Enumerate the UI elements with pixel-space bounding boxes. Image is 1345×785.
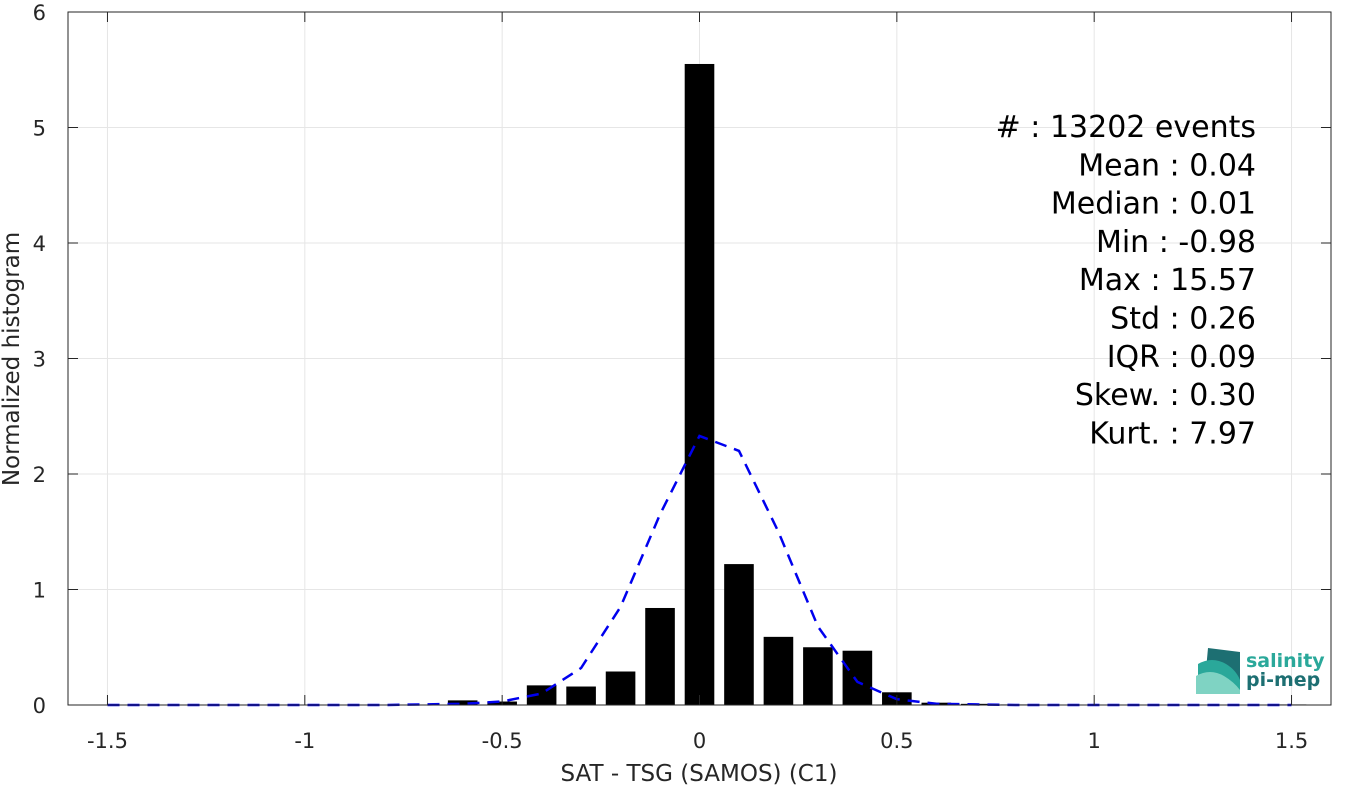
x-tick-label-0: -1.5	[87, 729, 128, 753]
x-tick-labels: -1.5 -1 -0.5 0 0.5 1 1.5	[87, 729, 1308, 753]
stat-line-7: Skew. : 0.30	[1075, 378, 1256, 413]
y-axis-label: Normalized histogram	[0, 232, 25, 486]
histogram-bars	[447, 63, 1307, 706]
stat-line-0: # : 13202 events	[996, 110, 1256, 145]
y-tick-label-1: 1	[33, 579, 46, 603]
stat-line-4: Max : 15.57	[1079, 263, 1256, 298]
stat-line-5: Std : 0.26	[1110, 302, 1256, 337]
salinity-pimep-logo: salinity pi-mep	[1196, 648, 1325, 694]
x-tick-label-3: 0	[693, 729, 706, 753]
stat-line-8: Kurt. : 7.97	[1089, 416, 1256, 451]
stat-line-2: Median : 0.01	[1051, 187, 1256, 222]
x-tick-label-5: 1	[1088, 729, 1101, 753]
x-tick-label-2: -0.5	[482, 729, 523, 753]
histogram-bar-6	[684, 63, 715, 706]
y-tick-label-4: 4	[33, 232, 46, 256]
x-tick-label-6: 1.5	[1275, 729, 1308, 753]
stat-line-1: Mean : 0.04	[1078, 148, 1256, 183]
histogram-bar-8	[763, 636, 794, 705]
x-axis-label: SAT - TSG (SAMOS) (C1)	[561, 761, 838, 785]
x-tick-label-4: 0.5	[880, 729, 913, 753]
histogram-bar-10	[842, 650, 873, 705]
histogram-bar-5	[645, 607, 675, 705]
stat-line-6: IQR : 0.09	[1107, 340, 1256, 375]
axes	[67, 11, 1332, 706]
y-tick-label-0: 0	[33, 694, 46, 718]
histogram-bar-2	[526, 685, 557, 705]
y-tick-label-6: 6	[33, 1, 46, 25]
histogram-bar-9	[803, 647, 833, 705]
logo-line-1: salinity	[1246, 650, 1325, 672]
y-tick-label-2: 2	[33, 463, 46, 487]
stat-line-3: Min : -0.98	[1096, 225, 1256, 260]
histogram-bar-3	[566, 686, 596, 705]
y-tick-label-5: 5	[33, 117, 46, 141]
wave-logo-icon	[1196, 648, 1240, 694]
histogram-bar-4	[605, 671, 636, 705]
y-tick-label-3: 3	[33, 348, 46, 372]
x-tick-label-1: -1	[294, 729, 315, 753]
logo-line-2: pi-mep	[1246, 669, 1320, 691]
histogram-bar-7	[724, 564, 754, 705]
histogram-bar-0	[447, 700, 478, 705]
y-tick-labels: 0 1 2 3 4 5 6	[33, 1, 46, 718]
